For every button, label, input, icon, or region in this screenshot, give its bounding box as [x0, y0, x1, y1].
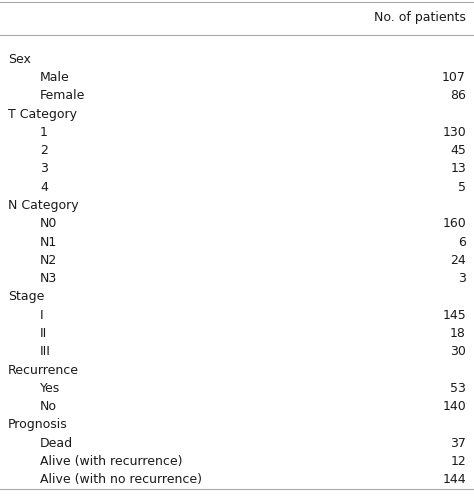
Text: T Category: T Category [8, 107, 77, 120]
Text: I: I [40, 309, 44, 322]
Text: 3: 3 [458, 272, 466, 285]
Text: No. of patients: No. of patients [374, 11, 466, 24]
Text: 6: 6 [458, 236, 466, 248]
Text: 86: 86 [450, 89, 466, 102]
Text: Alive (with no recurrence): Alive (with no recurrence) [40, 473, 202, 487]
Text: Yes: Yes [40, 382, 60, 395]
Text: 107: 107 [442, 71, 466, 84]
Text: N2: N2 [40, 254, 57, 267]
Text: 4: 4 [40, 181, 48, 194]
Text: II: II [40, 327, 47, 340]
Text: 37: 37 [450, 437, 466, 450]
Text: N Category: N Category [8, 199, 79, 212]
Text: N1: N1 [40, 236, 57, 248]
Text: 45: 45 [450, 144, 466, 157]
Text: Alive (with recurrence): Alive (with recurrence) [40, 455, 182, 468]
Text: 5: 5 [458, 181, 466, 194]
Text: Male: Male [40, 71, 70, 84]
Text: 24: 24 [450, 254, 466, 267]
Text: Prognosis: Prognosis [8, 418, 68, 431]
Text: 13: 13 [450, 163, 466, 175]
Text: Sex: Sex [8, 53, 31, 66]
Text: 140: 140 [442, 400, 466, 413]
Text: 130: 130 [442, 126, 466, 139]
Text: Recurrence: Recurrence [8, 364, 79, 377]
Text: Stage: Stage [8, 290, 45, 304]
Text: 30: 30 [450, 345, 466, 358]
Text: III: III [40, 345, 51, 358]
Text: 53: 53 [450, 382, 466, 395]
Text: Dead: Dead [40, 437, 73, 450]
Text: N3: N3 [40, 272, 57, 285]
Text: 144: 144 [442, 473, 466, 487]
Text: 1: 1 [40, 126, 48, 139]
Text: 18: 18 [450, 327, 466, 340]
Text: 145: 145 [442, 309, 466, 322]
Text: N0: N0 [40, 217, 57, 230]
Text: No: No [40, 400, 57, 413]
Text: 160: 160 [442, 217, 466, 230]
Text: 2: 2 [40, 144, 48, 157]
Text: Female: Female [40, 89, 85, 102]
Text: 3: 3 [40, 163, 48, 175]
Text: 12: 12 [450, 455, 466, 468]
